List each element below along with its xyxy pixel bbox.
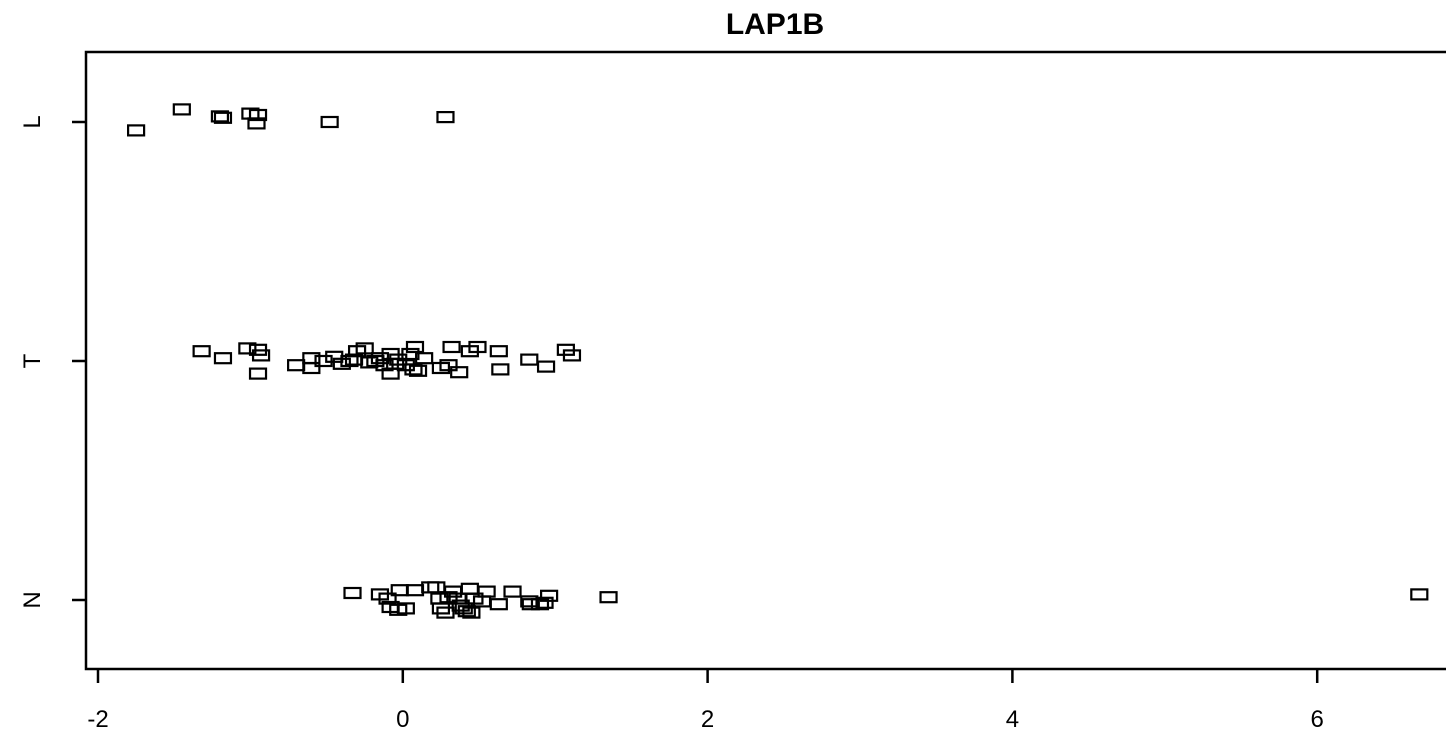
- point-N: [462, 606, 481, 619]
- x-tick-label: 4: [1006, 706, 1019, 731]
- point-T: [302, 361, 321, 375]
- point-N: [503, 585, 522, 598]
- point-N: [457, 605, 476, 618]
- point-T: [238, 342, 257, 355]
- point-L: [320, 115, 339, 129]
- y-tick-label: L: [19, 115, 46, 128]
- point-N: [489, 598, 508, 611]
- point-L: [248, 108, 268, 122]
- point-T: [450, 366, 469, 379]
- point-L: [127, 124, 146, 137]
- point-T: [251, 349, 271, 362]
- x-tick-label: 2: [701, 706, 714, 731]
- point-T: [355, 342, 374, 355]
- x-tick-label: 6: [1311, 706, 1324, 731]
- point-N: [1410, 588, 1429, 601]
- point-T: [287, 359, 306, 372]
- point-L: [247, 117, 266, 130]
- point-N: [396, 602, 415, 615]
- point-T: [302, 352, 321, 365]
- point-T: [213, 352, 233, 365]
- point-L: [436, 110, 455, 124]
- point-T: [405, 340, 425, 354]
- point-T: [408, 364, 428, 377]
- point-T: [248, 367, 268, 380]
- y-tick-label: T: [19, 353, 46, 368]
- y-tick-label: N: [19, 591, 46, 608]
- point-T: [562, 349, 582, 362]
- point-N: [436, 606, 455, 619]
- point-T: [404, 363, 423, 376]
- chart-title: LAP1B: [726, 8, 824, 41]
- point-N: [599, 591, 618, 604]
- x-tick-label: -2: [87, 706, 108, 731]
- point-N: [378, 592, 397, 605]
- point-T: [415, 352, 434, 365]
- point-L: [172, 103, 191, 116]
- point-N: [343, 586, 362, 600]
- point-T: [439, 359, 458, 372]
- point-N: [427, 581, 446, 594]
- point-N: [405, 584, 425, 597]
- point-T: [491, 363, 510, 376]
- point-N: [421, 581, 440, 594]
- point-T: [442, 340, 461, 354]
- point-N: [477, 585, 496, 598]
- point-T: [381, 367, 400, 380]
- data-points: [127, 103, 1429, 619]
- point-N: [530, 598, 550, 611]
- x-tick-label: 0: [396, 706, 409, 731]
- y-axis: L T N: [19, 115, 86, 609]
- point-N: [460, 582, 479, 595]
- point-T: [536, 360, 556, 373]
- point-T: [192, 345, 211, 358]
- point-T: [489, 345, 508, 358]
- point-T: [520, 353, 539, 366]
- point-L: [213, 111, 233, 124]
- point-N: [521, 598, 540, 611]
- point-N: [535, 596, 554, 609]
- x-axis: -2 0 2 4 6: [87, 669, 1324, 731]
- point-N: [540, 589, 559, 602]
- point-L: [210, 110, 230, 123]
- point-T: [468, 340, 487, 354]
